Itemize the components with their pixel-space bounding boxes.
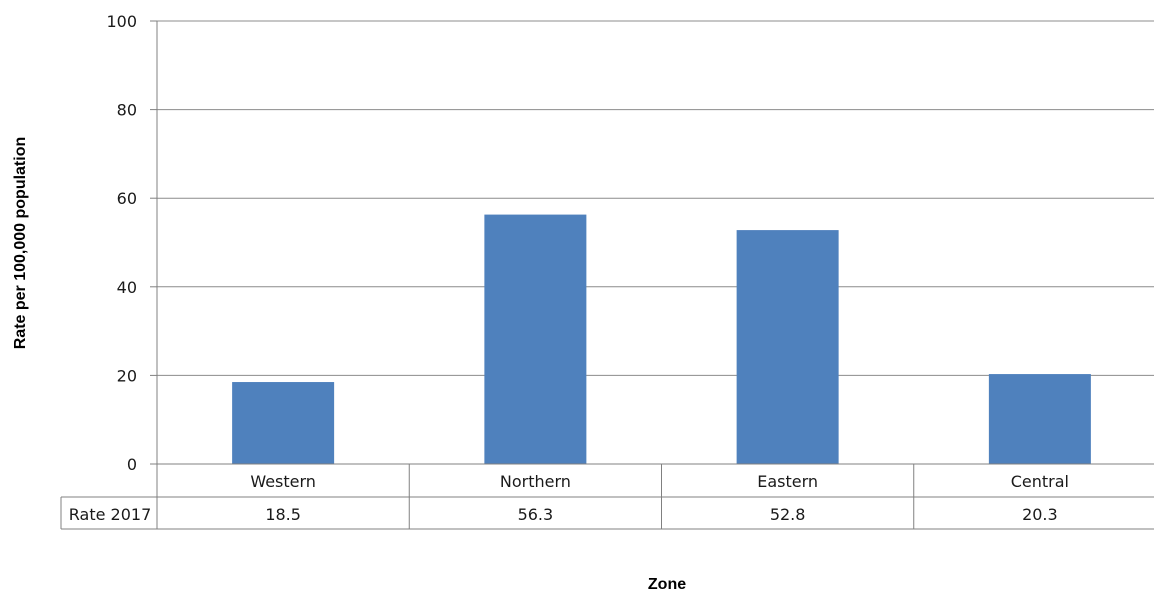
y-tick-label-100: 100 xyxy=(106,12,137,31)
category-label-eastern: Eastern xyxy=(757,472,818,491)
y-tick-label-0: 0 xyxy=(127,455,137,474)
data-label-western: 18.5 xyxy=(265,505,301,524)
y-tick-label-80: 80 xyxy=(117,101,137,120)
data-label-eastern: 52.8 xyxy=(770,505,806,524)
y-tick-label-40: 40 xyxy=(117,278,137,297)
category-label-northern: Northern xyxy=(500,472,571,491)
bars xyxy=(232,214,1091,464)
bar-central xyxy=(988,374,1091,464)
series-name-label: Rate 2017 xyxy=(69,505,152,524)
bar-eastern xyxy=(736,230,839,464)
y-tick-labels: 0 20 40 60 80 100 xyxy=(106,12,137,474)
y-tick-label-60: 60 xyxy=(117,189,137,208)
data-table: Western 18.5 Northern 56.3 Eastern 52.8 Centra… xyxy=(60,463,1154,530)
category-label-western: Western xyxy=(250,472,316,491)
x-axis-title: Zone xyxy=(648,576,686,592)
data-label-northern: 56.3 xyxy=(518,505,554,524)
bar-northern xyxy=(484,214,587,464)
y-axis-title: Rate per 100,000 population xyxy=(12,137,29,350)
y-tick-label-20: 20 xyxy=(117,366,137,385)
data-label-central: 20.3 xyxy=(1022,505,1058,524)
category-label-central: Central xyxy=(1011,472,1069,491)
bar-western xyxy=(232,382,335,464)
